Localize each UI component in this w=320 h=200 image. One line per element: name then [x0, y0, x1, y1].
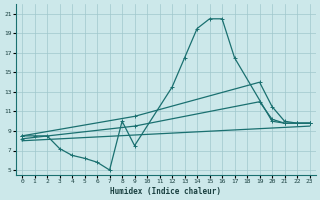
X-axis label: Humidex (Indice chaleur): Humidex (Indice chaleur) — [110, 187, 221, 196]
